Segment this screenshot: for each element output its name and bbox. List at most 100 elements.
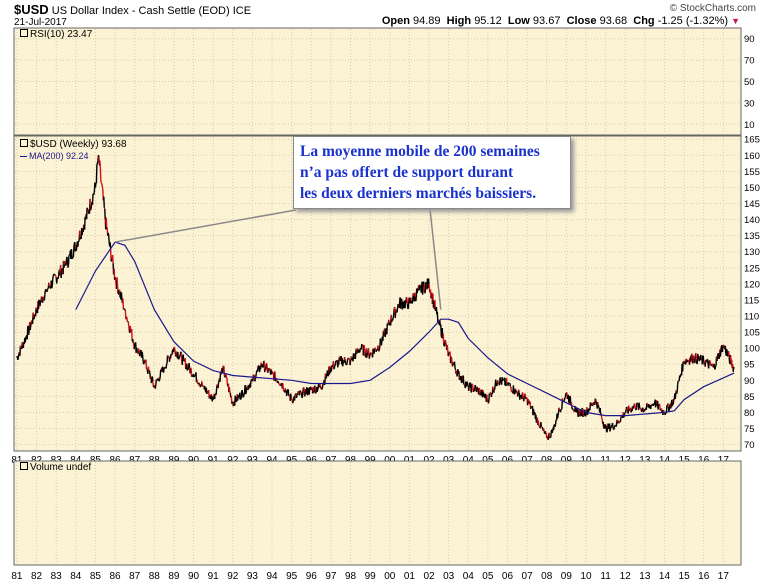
price-segment <box>26 327 29 340</box>
price-segment <box>242 394 245 397</box>
x-tick-label: 87 <box>129 571 141 582</box>
price-segment <box>65 259 68 265</box>
price-segment <box>487 400 490 404</box>
price-segment <box>54 274 57 277</box>
price-segment <box>619 418 622 423</box>
x-tick-label: 99 <box>365 571 377 582</box>
price-segment <box>626 406 628 409</box>
price-segment <box>213 394 216 400</box>
price-segment <box>623 413 626 416</box>
price-segment <box>647 405 649 408</box>
price-segment <box>290 393 292 399</box>
price-segment <box>300 391 303 394</box>
y-tick-label: 70 <box>744 56 755 67</box>
price-segment <box>217 381 220 389</box>
chg-label: Chg <box>633 15 655 27</box>
annotation-callout: La moyenne mobile de 200 semaines n’a pa… <box>293 136 571 209</box>
price-segment <box>572 408 574 411</box>
price-segment <box>46 289 49 293</box>
price-segment <box>373 349 376 354</box>
price-segment <box>521 394 523 400</box>
price-segment <box>600 413 603 418</box>
price-segment <box>279 384 282 387</box>
price-segment <box>470 384 473 393</box>
x-tick-label: 96 <box>306 571 318 582</box>
price-segment <box>71 256 74 260</box>
price-segment <box>172 348 175 353</box>
price-segment <box>287 389 290 396</box>
y-tick-label: 90 <box>744 34 755 45</box>
price-segment <box>256 368 259 372</box>
price-segment <box>593 401 595 404</box>
price-segment <box>94 183 97 188</box>
price-segment <box>314 385 316 388</box>
price-segment <box>174 349 177 355</box>
price-segment <box>299 390 302 392</box>
price-segment <box>626 408 629 413</box>
x-tick-label: 05 <box>482 571 494 582</box>
price-segment <box>111 254 114 264</box>
price-segment <box>70 249 73 258</box>
price-segment <box>468 387 470 391</box>
price-segment <box>699 358 701 361</box>
price-segment <box>396 307 399 313</box>
price-segment <box>265 363 268 367</box>
price-segment <box>492 386 494 392</box>
price-segment <box>557 412 560 416</box>
price-segment <box>165 362 168 365</box>
price-segment <box>695 353 698 361</box>
price-segment <box>43 294 46 301</box>
price-segment <box>44 289 47 295</box>
price-segment <box>226 377 229 385</box>
price-segment <box>414 292 416 298</box>
price-segment <box>330 365 333 372</box>
price-segment <box>325 376 328 379</box>
price-segment <box>28 329 30 335</box>
price-segment <box>249 381 252 388</box>
instrument-name: US Dollar Index - Cash Settle (EOD) <box>51 5 230 17</box>
x-tick-label: 93 <box>247 571 259 582</box>
x-tick-label: 90 <box>188 571 200 582</box>
price-segment <box>100 182 103 185</box>
price-segment <box>100 179 102 184</box>
price-segment <box>234 395 237 399</box>
price-segment <box>633 403 636 407</box>
volume-label: Volume undef <box>30 462 92 473</box>
price-segment <box>379 338 382 344</box>
price-segment <box>540 425 543 428</box>
price-segment <box>216 384 219 388</box>
price-segment <box>210 393 213 396</box>
price-segment <box>635 407 638 411</box>
price-segment <box>474 384 477 388</box>
price-segment <box>124 309 127 311</box>
price-segment <box>463 383 466 386</box>
price-segment <box>240 391 243 400</box>
price-segment <box>347 358 349 360</box>
price-segment <box>450 357 453 365</box>
price-segment <box>75 246 78 251</box>
price-segment <box>292 396 295 403</box>
price-segment <box>368 356 371 359</box>
price-segment <box>674 392 677 399</box>
price-segment <box>268 367 271 372</box>
price-segment <box>447 354 450 357</box>
close-value: 93.68 <box>599 15 628 27</box>
price-segment <box>178 357 180 360</box>
price-segment <box>603 426 606 429</box>
price-segment <box>204 386 206 390</box>
rsi-label: RSI(10) 23.47 <box>30 29 93 40</box>
price-segment <box>108 235 110 243</box>
high-value: 95.12 <box>474 15 502 27</box>
price-segment <box>38 299 41 305</box>
price-segment <box>370 353 373 356</box>
price-segment <box>595 399 597 402</box>
price-segment <box>191 374 194 378</box>
price-segment <box>343 356 346 361</box>
price-segment <box>166 355 169 357</box>
price-segment <box>126 316 128 322</box>
price-segment <box>452 362 455 365</box>
price-segment <box>530 406 533 409</box>
price-segment <box>411 302 413 304</box>
price-segment <box>632 406 635 409</box>
price-segment <box>484 393 487 398</box>
